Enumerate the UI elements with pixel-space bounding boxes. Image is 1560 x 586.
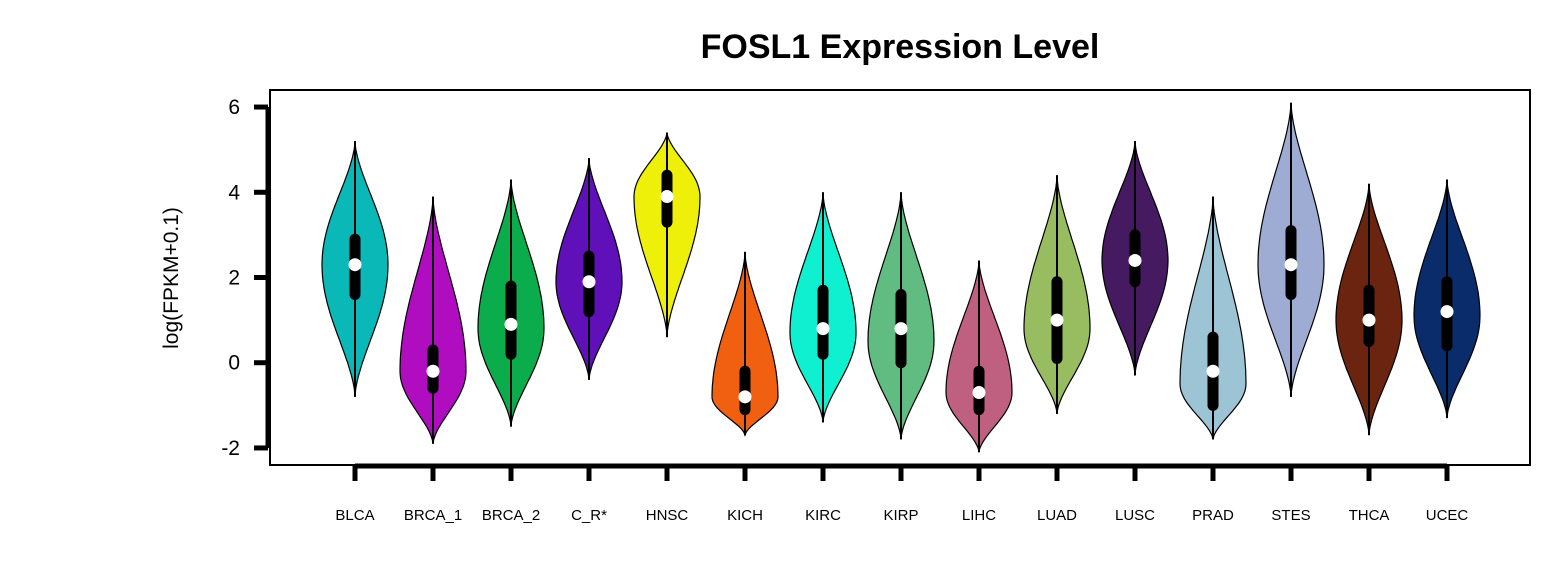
x-tick-label-hnsc: HNSC: [646, 507, 689, 524]
violin-median: [1050, 313, 1064, 327]
x-tick-label-ucec: UCEC: [1426, 507, 1469, 524]
y-axis: 6 4 2 0 -2: [221, 96, 271, 460]
violin-median: [894, 322, 908, 336]
violin-kirp: [867, 192, 935, 440]
y-tick-label: 2: [228, 267, 240, 290]
violin-lihc: [945, 260, 1013, 453]
violin-lusc: [1101, 141, 1169, 376]
violin-median: [1206, 364, 1220, 378]
x-tick-label-brca-2: BRCA_2: [482, 507, 540, 524]
x-tick-label-blca: BLCA: [335, 507, 374, 524]
y-tick-label: -2: [221, 437, 240, 460]
x-tick-label-stes: STES: [1271, 507, 1310, 524]
violin-brca-1: [399, 196, 467, 444]
x-tick-label-kirp: KIRP: [883, 507, 918, 524]
violin-luad: [1023, 175, 1091, 414]
violin-blca: [321, 141, 389, 397]
y-tick-label: 0: [228, 352, 240, 375]
y-axis-label: log(FPKM+0.1): [160, 207, 183, 349]
y-tick-label: 4: [228, 181, 240, 204]
x-axis: BLCA BRCA_1 BRCA_2 C_R* HNSC KICH KIRC KIRP LIHC…: [335, 463, 1469, 524]
violin-median: [1128, 253, 1142, 267]
violin-median: [348, 258, 362, 272]
violin-c-r-: [555, 158, 623, 380]
x-tick-label-luad: LUAD: [1037, 507, 1077, 524]
x-tick-label-brca-1: BRCA_1: [404, 507, 462, 524]
violin-brca-2: [477, 179, 545, 427]
violins: [321, 102, 1481, 453]
violin-median: [972, 386, 986, 400]
violin-prad: [1179, 196, 1247, 440]
violin-hnsc: [633, 132, 701, 338]
violin-median: [660, 190, 674, 204]
x-tick-label-thca: THCA: [1349, 507, 1390, 524]
violin-thca: [1335, 183, 1403, 436]
x-tick-label-lihc: LIHC: [962, 507, 996, 524]
violin-ucec: [1413, 179, 1481, 419]
y-tick-label: 6: [228, 96, 240, 119]
x-tick-label-prad: PRAD: [1192, 507, 1234, 524]
violin-median: [1362, 313, 1376, 327]
violin-median: [1284, 258, 1298, 272]
violin-median: [1440, 305, 1454, 319]
x-tick-label-kich: KICH: [727, 507, 763, 524]
violin-median: [426, 364, 440, 378]
violin-kirc: [789, 192, 857, 423]
violin-kich: [711, 251, 779, 437]
violin-stes: [1257, 102, 1325, 397]
violin-median: [738, 390, 752, 404]
x-tick-label-lusc: LUSC: [1115, 507, 1155, 524]
violin-median: [504, 317, 518, 331]
x-tick-label-c-r-: C_R*: [571, 507, 607, 524]
violin-median: [582, 275, 596, 289]
x-tick-label-kirc: KIRC: [805, 507, 841, 524]
chart-title: FOSL1 Expression Level: [701, 28, 1100, 66]
violin-median: [816, 322, 830, 336]
